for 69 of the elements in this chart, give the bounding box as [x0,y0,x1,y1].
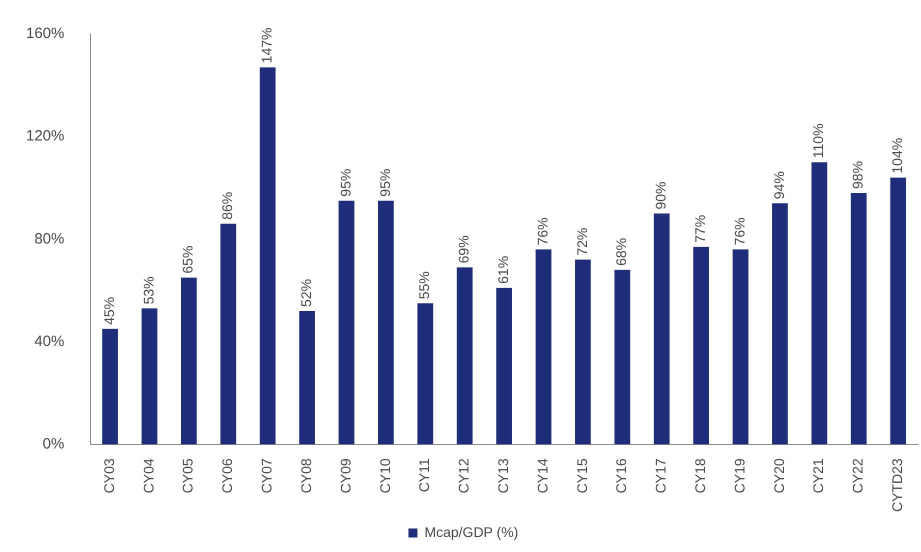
bar [811,162,828,444]
x-tick-label: CY15 [574,458,590,494]
bar [536,249,552,444]
bar [654,214,670,444]
x-tick-label: CY20 [770,458,787,494]
x-tick-label: CY16 [613,458,630,494]
y-tick-label: 120% [26,128,64,145]
y-tick-label: 80% [34,230,64,248]
x-tick-label: CY19 [731,458,748,494]
bar [299,310,315,444]
bar [614,270,630,444]
data-label: 53% [140,276,156,304]
data-label: 55% [416,271,432,300]
bar [338,200,354,444]
bar [417,303,434,444]
x-tick-label: CY04 [140,458,156,494]
x-tick-label: CY03 [100,458,117,494]
data-label: 90% [652,181,669,210]
x-tick-label: CY22 [850,458,866,494]
data-label: 147% [258,28,275,64]
y-tick-label: 0% [42,435,64,452]
x-tick-label: CY14 [534,458,550,494]
data-label: 61% [494,256,511,284]
data-label: 45% [100,296,117,325]
data-label: 52% [298,278,314,307]
x-tick-label: CY18 [692,458,708,494]
data-label: 110% [810,123,826,158]
bar [456,267,473,444]
bar [496,288,512,444]
bar [575,260,591,444]
x-tick-label: CY08 [298,458,314,494]
x-tick-label: CY06 [219,458,236,494]
data-label: 98% [850,160,866,189]
data-label: 95% [337,168,354,197]
bar [732,249,748,444]
x-tick-label: CY21 [810,458,826,494]
x-tick-label: CY13 [494,458,511,494]
bar [220,224,236,444]
x-tick-label: CY11 [416,458,432,492]
x-tick-label: CY17 [652,458,669,494]
x-tick-label: CY12 [456,458,472,494]
x-tick-label: CY07 [258,458,275,494]
bar [850,193,867,444]
data-label: 65% [180,246,196,274]
data-label: 86% [219,192,236,220]
data-label: 72% [574,228,590,256]
x-tick-label: CY10 [376,458,393,494]
bar [378,200,394,444]
x-tick-label: CY05 [180,458,196,494]
data-label: 94% [770,171,787,200]
x-tick-label: CY09 [337,458,354,494]
data-label: 69% [456,235,472,264]
data-label: 77% [692,214,708,243]
bar [772,203,788,444]
legend-label: Mcap/GDP (%) [424,524,518,540]
bar [142,308,158,444]
bar [180,278,197,444]
bar [693,246,710,444]
data-label: 68% [613,238,630,266]
y-tick-label: 40% [34,332,64,350]
data-label: 95% [376,168,393,197]
bar [890,178,906,444]
data-label: 76% [534,217,550,246]
data-label: 76% [731,217,748,246]
data-label: 104% [889,138,906,174]
y-tick-label: 160% [26,25,64,42]
x-tick-label: CYTD23 [889,458,906,512]
bar [102,328,118,444]
bar [260,67,276,444]
